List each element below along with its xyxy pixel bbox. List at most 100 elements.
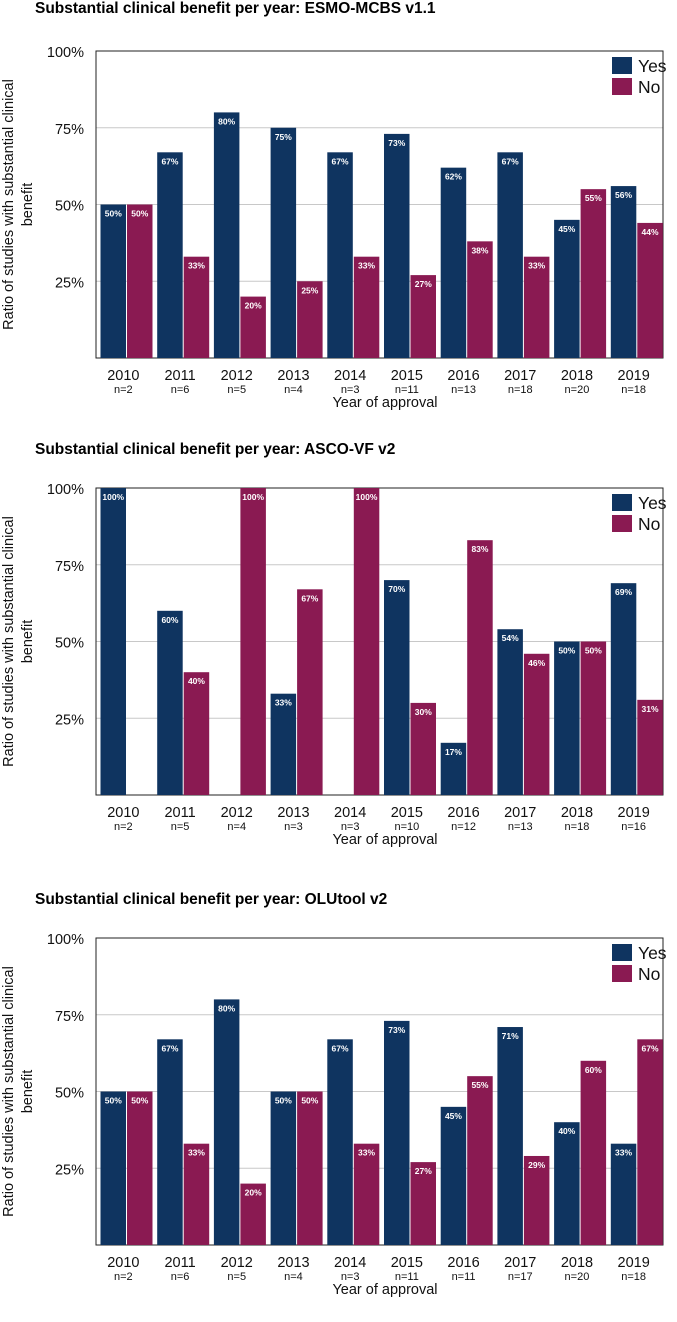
data-label: 27% <box>415 1166 432 1176</box>
bar-yes <box>384 580 410 795</box>
data-label: 67% <box>642 1043 659 1053</box>
x-tick-label: 2013 <box>277 368 309 384</box>
data-label: 33% <box>528 261 545 271</box>
plot-frame <box>95 937 664 1246</box>
data-label: 70% <box>388 584 405 594</box>
n-label: n=12 <box>451 821 476 833</box>
data-label: 50% <box>301 1096 318 1106</box>
data-label: 40% <box>188 676 205 686</box>
y-tick-label: 50% <box>55 636 84 652</box>
n-label: n=4 <box>284 384 303 396</box>
n-label: n=13 <box>451 384 476 396</box>
data-label: 20% <box>245 301 262 311</box>
bar-yes <box>100 488 126 795</box>
n-label: n=17 <box>508 1271 533 1283</box>
data-label: 50% <box>131 1096 148 1106</box>
bar-no <box>637 699 663 795</box>
n-label: n=13 <box>508 821 533 833</box>
bar-no <box>467 1076 493 1245</box>
bar-no <box>580 641 607 795</box>
bar-no <box>240 1183 266 1245</box>
n-label: n=18 <box>621 1271 646 1283</box>
data-label: 80% <box>218 116 235 126</box>
x-tick-label: 2012 <box>221 805 253 821</box>
x-tick-label: 2013 <box>277 1255 309 1271</box>
bar-yes <box>157 152 183 358</box>
data-label: 50% <box>105 209 122 219</box>
y-tick-label: 100% <box>47 482 84 498</box>
bar-yes <box>554 1122 580 1245</box>
bar-no <box>297 281 323 358</box>
y-tick-label: 25% <box>55 1162 84 1178</box>
x-tick-label: 2017 <box>504 1255 536 1271</box>
bar-yes <box>554 641 580 795</box>
x-tick-label: 2018 <box>561 805 593 821</box>
x-tick-label: 2014 <box>334 805 366 821</box>
bar-yes <box>213 999 240 1245</box>
x-tick-label: 2017 <box>504 368 536 384</box>
data-label: 38% <box>471 245 488 255</box>
bar-no <box>297 589 323 795</box>
chart-title: Substantial clinical benefit per year: A… <box>35 441 396 458</box>
bar-yes <box>384 133 410 358</box>
n-label: n=2 <box>114 384 133 396</box>
data-label: 50% <box>131 209 148 219</box>
data-label: 71% <box>502 1031 519 1041</box>
x-tick-label: 2015 <box>391 368 423 384</box>
legend-label: Yes <box>638 943 667 963</box>
bar-no <box>353 1143 380 1245</box>
bar-no <box>127 204 153 358</box>
data-label: 100% <box>102 492 124 502</box>
n-label: n=3 <box>284 821 303 833</box>
x-tick-label: 2016 <box>447 805 479 821</box>
x-tick-label: 2012 <box>221 368 253 384</box>
data-label: 33% <box>358 1148 375 1158</box>
n-label: n=20 <box>565 384 590 396</box>
data-label: 17% <box>445 747 462 757</box>
legend-label: Yes <box>638 493 667 513</box>
n-label: n=3 <box>341 821 360 833</box>
data-label: 20% <box>245 1188 262 1198</box>
bar-yes <box>497 152 523 358</box>
bar-no <box>353 488 380 795</box>
data-label: 33% <box>188 261 205 271</box>
data-label: 62% <box>445 172 462 182</box>
data-label: 75% <box>275 132 292 142</box>
n-label: n=2 <box>114 1271 133 1283</box>
y-tick-label: 25% <box>55 712 84 728</box>
bar-no <box>467 241 493 358</box>
legend-label: No <box>638 964 660 984</box>
legend-label: Yes <box>638 56 667 76</box>
y-tick-label: 100% <box>47 932 84 948</box>
bar-no <box>353 256 380 358</box>
data-label: 67% <box>502 156 519 166</box>
x-tick-label: 2018 <box>561 1255 593 1271</box>
bar-yes <box>497 1027 523 1245</box>
bar-no <box>523 1155 550 1245</box>
n-label: n=3 <box>341 1271 360 1283</box>
chart-panel-olutool: Substantial clinical benefit per year: O… <box>0 887 677 1322</box>
bar-no <box>240 488 266 795</box>
x-tick-label: 2012 <box>221 1255 253 1271</box>
x-tick-label: 2019 <box>618 1255 650 1271</box>
y-tick-label: 50% <box>55 1086 84 1102</box>
n-label: n=4 <box>227 821 246 833</box>
n-label: n=18 <box>565 821 590 833</box>
data-label: 46% <box>528 658 545 668</box>
x-axis-title: Year of approval <box>332 1282 437 1298</box>
data-label: 27% <box>415 279 432 289</box>
bar-no <box>183 672 210 795</box>
bar-no <box>410 702 436 795</box>
chart-title: Substantial clinical benefit per year: O… <box>35 891 388 908</box>
x-tick-label: 2014 <box>334 1255 366 1271</box>
data-label: 80% <box>218 1003 235 1013</box>
y-axis-title-line: benefit <box>20 183 36 227</box>
x-tick-label: 2010 <box>107 805 139 821</box>
legend-swatch-yes <box>612 944 632 961</box>
data-label: 33% <box>358 261 375 271</box>
data-label: 33% <box>275 698 292 708</box>
data-label: 45% <box>445 1111 462 1121</box>
x-tick-label: 2016 <box>447 1255 479 1271</box>
n-label: n=16 <box>621 821 646 833</box>
bar-yes <box>100 1091 126 1245</box>
